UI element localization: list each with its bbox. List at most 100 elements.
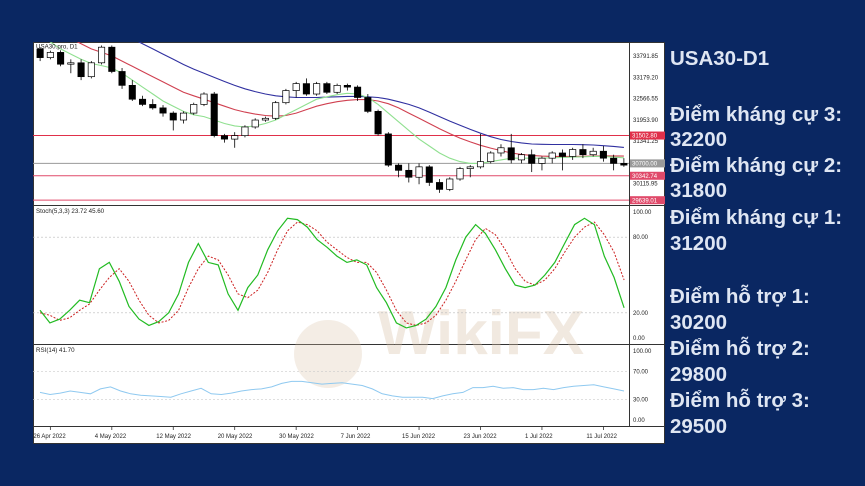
candle-bull: [589, 150, 597, 156]
candle-bear: [620, 163, 628, 166]
candle-bear: [599, 150, 607, 159]
symbol-title: USA30-D1: [670, 47, 770, 70]
price-tick-label: 33791.85: [633, 54, 659, 60]
support-2-label: Điểm hỗ trợ 2:: [670, 337, 810, 360]
stoch-tick-label: 0.00: [633, 336, 645, 342]
time-tick-label: 11 Jul 2022: [586, 434, 617, 440]
current-price-tag-label: 30700.00: [632, 162, 658, 168]
candle-bull: [87, 62, 95, 78]
time-tick-label: 20 May 2022: [218, 434, 253, 440]
support-level-2-tag: [630, 196, 665, 205]
resistance-2-value: 31800: [670, 179, 728, 202]
candle-bull: [231, 135, 239, 140]
resistance-3-value: 32200: [670, 128, 728, 151]
candle-bear: [302, 83, 310, 95]
resistance-3-label: Điểm kháng cự 3:: [670, 103, 843, 126]
candle-bear: [528, 154, 536, 164]
candle-bear: [610, 157, 618, 164]
time-tick-label: 30 May 2022: [279, 434, 314, 440]
candle-bull: [313, 83, 321, 95]
candle-bull: [98, 46, 106, 64]
trading-chart: WikiFX 33791.85 33179.20 32566.55 31953.90 31…: [33, 42, 665, 444]
candle-bear: [395, 164, 403, 171]
candle-bear: [220, 135, 228, 140]
time-tick-label: 4 May 2022: [95, 434, 127, 440]
time-tick-label: 1 Jul 2022: [525, 434, 553, 440]
current-price-tag: [630, 159, 665, 168]
rsi-tick-label: 100.00: [633, 349, 652, 355]
time-tick-label: 7 Jun 2022: [341, 434, 371, 440]
candle-bull: [292, 83, 300, 91]
support-1-value: 30200: [670, 311, 728, 334]
rsi-tick-label: 0.00: [633, 418, 645, 424]
stoch-main-line: [39, 217, 625, 329]
candle-bull: [456, 168, 464, 180]
candle-bull: [251, 119, 259, 128]
support-level-1-tag: [630, 171, 665, 180]
candle-bear: [77, 62, 85, 78]
resistance-level-tag-label: 31502.80: [632, 134, 658, 140]
candle-bear: [354, 86, 362, 98]
candle-bull: [538, 157, 546, 164]
candle-bull: [333, 85, 341, 93]
candle-bear: [108, 46, 116, 72]
candle-bear: [139, 98, 147, 105]
time-tick-label: 12 May 2022: [156, 434, 191, 440]
candle-bear: [210, 93, 218, 136]
candle-bear: [436, 182, 444, 190]
candle-bear: [149, 104, 157, 109]
candle-bear: [425, 166, 433, 183]
resistance-level-tag: [630, 131, 665, 140]
candle-bull: [67, 62, 75, 65]
candle-bear: [159, 107, 167, 114]
candle-bull: [517, 154, 525, 161]
candle-bear: [343, 85, 351, 88]
time-tick-label: 26 Apr 2022: [33, 434, 66, 440]
candle-bear: [364, 97, 372, 112]
candle-bull: [466, 166, 474, 169]
price-tick-label: 31341.25: [633, 139, 659, 145]
candle-bull: [190, 104, 198, 114]
support-2-value: 29800: [670, 363, 728, 386]
price-tick-label: 30115.95: [633, 182, 658, 188]
watermark-text: WikiFX: [378, 299, 584, 368]
candle-bull: [261, 117, 269, 121]
candle-bull: [487, 152, 495, 162]
support-3-label: Điểm hỗ trợ 3:: [670, 389, 810, 412]
candle-bear: [118, 71, 126, 86]
candle-bull: [548, 152, 556, 159]
candle-bear: [507, 147, 515, 161]
rsi-line: [39, 380, 625, 400]
price-pane-title: USA30.pro, D1: [36, 44, 78, 51]
candle-bear: [374, 111, 382, 135]
time-tick-label: 23 Jun 2022: [464, 434, 498, 440]
candle-bear: [36, 48, 44, 58]
time-tick-label: 15 Jun 2022: [402, 434, 436, 440]
ma-fast-line: [49, 42, 624, 164]
price-tick-label: 31953.90: [633, 118, 659, 124]
price-tick-label: 32566.55: [633, 97, 659, 103]
rsi-pane-title: RSI(14) 41.70: [36, 347, 75, 354]
candle-bear: [169, 112, 177, 121]
stoch-tick-label: 80.00: [633, 235, 649, 241]
resistance-1-label: Điểm kháng cự 1:: [670, 206, 843, 229]
support-level-2-tag-label: 29639.01: [632, 198, 658, 204]
candle-bull: [476, 161, 485, 168]
resistance-2-label: Điểm kháng cự 2:: [670, 154, 843, 177]
rsi-tick-label: 30.00: [633, 397, 649, 403]
stoch-pane-title: Stoch(5,3,3) 23.72 45.60: [36, 208, 105, 215]
support-1-label: Điểm hỗ trợ 1:: [670, 285, 810, 308]
stoch-tick-label: 100.00: [633, 210, 652, 216]
candle-bull: [200, 93, 208, 105]
candle-bull: [569, 149, 577, 157]
candle-bear: [323, 83, 331, 93]
chart-frame: [33, 42, 665, 444]
resistance-1-value: 31200: [670, 232, 728, 255]
candle-bear: [405, 169, 413, 178]
watermark-logo: [294, 320, 362, 388]
candle-bull: [415, 166, 423, 178]
candle-bear: [128, 85, 136, 100]
candle-bull: [46, 52, 54, 58]
chart-svg: WikiFX 33791.85 33179.20 32566.55 31953.90 31…: [33, 42, 665, 444]
candle-bear: [384, 133, 392, 166]
